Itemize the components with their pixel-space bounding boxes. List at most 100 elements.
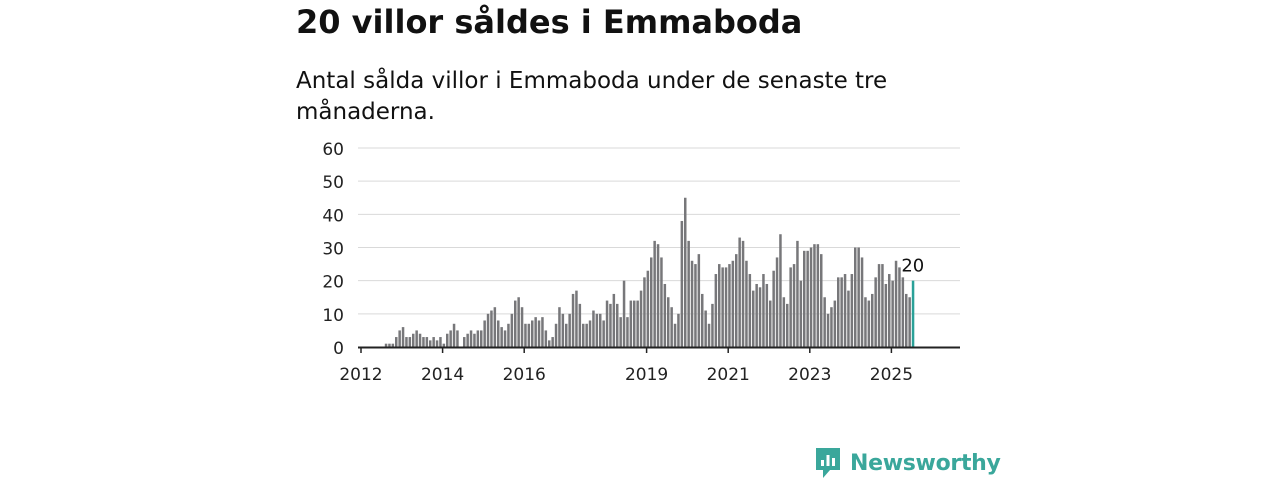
y-tick-label: 50: [322, 173, 344, 193]
bar: [531, 320, 534, 347]
bar: [820, 254, 823, 347]
bar: [384, 343, 388, 347]
bar: [415, 330, 418, 347]
bar: [510, 313, 514, 347]
bar: [843, 274, 847, 347]
bar: [908, 297, 911, 347]
bar: [418, 333, 422, 347]
bar: [565, 323, 568, 347]
bar: [884, 283, 888, 347]
bar: [714, 274, 718, 347]
bar: [605, 300, 609, 347]
bar: [568, 313, 571, 347]
bar: [867, 300, 871, 347]
x-tick-label: 2025: [870, 365, 913, 385]
bar: [854, 247, 857, 347]
bar: [544, 330, 548, 347]
newsworthy-logo-icon: [816, 448, 840, 478]
bar: [898, 267, 901, 347]
bar: [551, 337, 554, 347]
bar: [779, 234, 782, 347]
bar: [653, 240, 656, 347]
bar: [622, 280, 626, 347]
bar: [707, 323, 711, 347]
bar: [758, 287, 762, 347]
bar: [456, 330, 459, 347]
bar: [894, 260, 898, 347]
bar: [503, 330, 507, 347]
bar: [439, 337, 442, 347]
bar: [660, 257, 663, 347]
bar: [871, 293, 874, 347]
bar: [599, 313, 602, 347]
x-tick-label: 2016: [503, 365, 546, 385]
y-tick-label: 20: [322, 273, 344, 293]
bar: [585, 323, 588, 347]
bar: [429, 340, 432, 347]
bar: [588, 320, 592, 347]
x-axis: 2012 2014 2016 2019 2021 2023 2025: [339, 346, 960, 385]
y-tick-label: 40: [322, 206, 344, 226]
bar: [395, 337, 398, 347]
bar: [483, 320, 486, 347]
bar: [803, 250, 806, 347]
bar: [493, 307, 497, 347]
bar: [792, 264, 796, 347]
bar: [857, 247, 860, 347]
bar: [772, 270, 775, 347]
last-value-label: 20: [901, 256, 924, 277]
bar: [639, 290, 643, 347]
bar: [388, 343, 391, 347]
bar: [673, 323, 677, 347]
bar: [684, 197, 687, 347]
bar: [837, 277, 840, 347]
chart-subtitle: Antal sålda villor i Emmaboda under de s…: [296, 68, 888, 125]
x-tick-label: 2019: [625, 365, 668, 385]
bar: [864, 297, 867, 347]
bar: [704, 310, 707, 347]
x-tick-label: 2021: [707, 365, 750, 385]
bar: [391, 343, 395, 347]
bar: [490, 310, 493, 347]
bar: [558, 307, 561, 347]
bar: [860, 257, 864, 347]
y-axis-ticks: 0 10 20 30 40 50 60: [322, 140, 344, 359]
bar: [718, 264, 721, 347]
bar: [694, 264, 697, 347]
bar: [901, 277, 905, 347]
bar: [687, 240, 690, 347]
newsworthy-brand[interactable]: Newsworthy: [814, 446, 1001, 480]
bar: [497, 320, 500, 347]
y-tick-label: 30: [322, 240, 344, 260]
bar: [463, 337, 466, 347]
bar: [755, 283, 758, 347]
bar: [833, 300, 837, 347]
bar: [517, 297, 520, 347]
bar: [425, 337, 429, 347]
bar: [823, 297, 826, 347]
bar: [514, 300, 517, 347]
bar: [476, 330, 480, 347]
bar: [735, 254, 738, 347]
bar: [905, 293, 908, 347]
bar: [442, 343, 446, 347]
bar: [507, 323, 510, 347]
bar: [612, 293, 616, 347]
bar: [728, 264, 731, 347]
bar: [575, 290, 578, 347]
bar: [701, 293, 704, 347]
bar: [650, 257, 653, 347]
bar: [595, 313, 599, 347]
bar: [626, 317, 629, 347]
bar: [874, 277, 877, 347]
bar: [602, 320, 605, 347]
chart-title: 20 villor såldes i Emmaboda: [296, 3, 803, 41]
bar: [711, 303, 714, 347]
bar: [449, 330, 452, 347]
bar: [796, 240, 799, 347]
x-tick-label: 2014: [421, 365, 464, 385]
bar: [633, 300, 636, 347]
bar: [398, 330, 401, 347]
bar: [636, 300, 639, 347]
